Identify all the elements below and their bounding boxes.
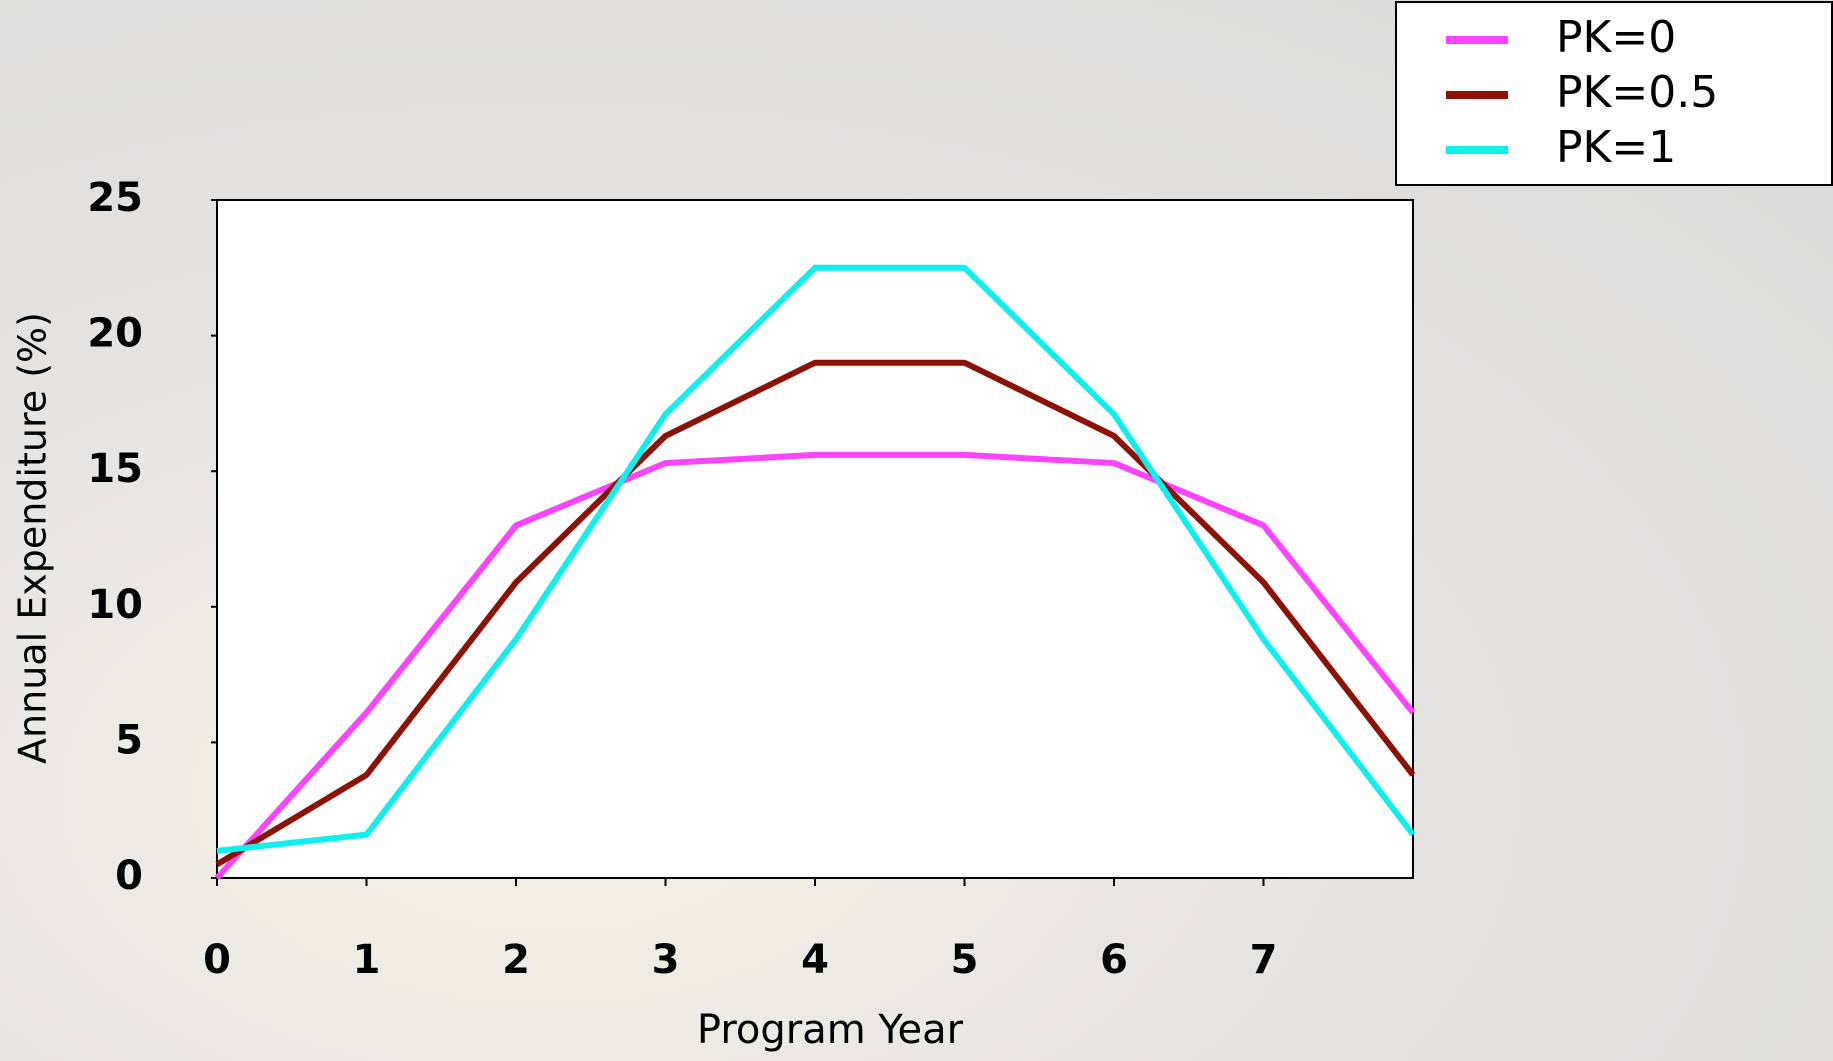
x-tick-label: 1 xyxy=(353,937,381,983)
y-tick-label: 15 xyxy=(87,446,143,492)
x-tick-label: 4 xyxy=(801,937,829,983)
x-tick-label: 6 xyxy=(1100,937,1128,983)
x-axis-label: Program Year xyxy=(697,1007,964,1053)
plot-area xyxy=(217,200,1413,878)
x-tick-label: 5 xyxy=(951,937,979,983)
legend-label: PK=0 xyxy=(1556,12,1676,63)
legend-label: PK=1 xyxy=(1556,122,1676,173)
y-tick-label: 25 xyxy=(87,175,143,221)
x-tick-label: 0 xyxy=(203,937,231,983)
x-tick-label: 2 xyxy=(502,937,530,983)
chart: Program Year Annual Expenditure (%) 0510… xyxy=(0,0,1833,1061)
x-tick-label: 3 xyxy=(652,937,680,983)
y-tick-label: 5 xyxy=(115,717,143,763)
y-axis-label: Annual Expenditure (%) xyxy=(11,312,55,764)
y-tick-label: 0 xyxy=(115,853,143,899)
x-tick-label: 7 xyxy=(1250,937,1278,983)
y-tick-label: 10 xyxy=(87,582,143,628)
legend-label: PK=0.5 xyxy=(1556,67,1718,118)
y-tick-label: 20 xyxy=(87,311,143,357)
